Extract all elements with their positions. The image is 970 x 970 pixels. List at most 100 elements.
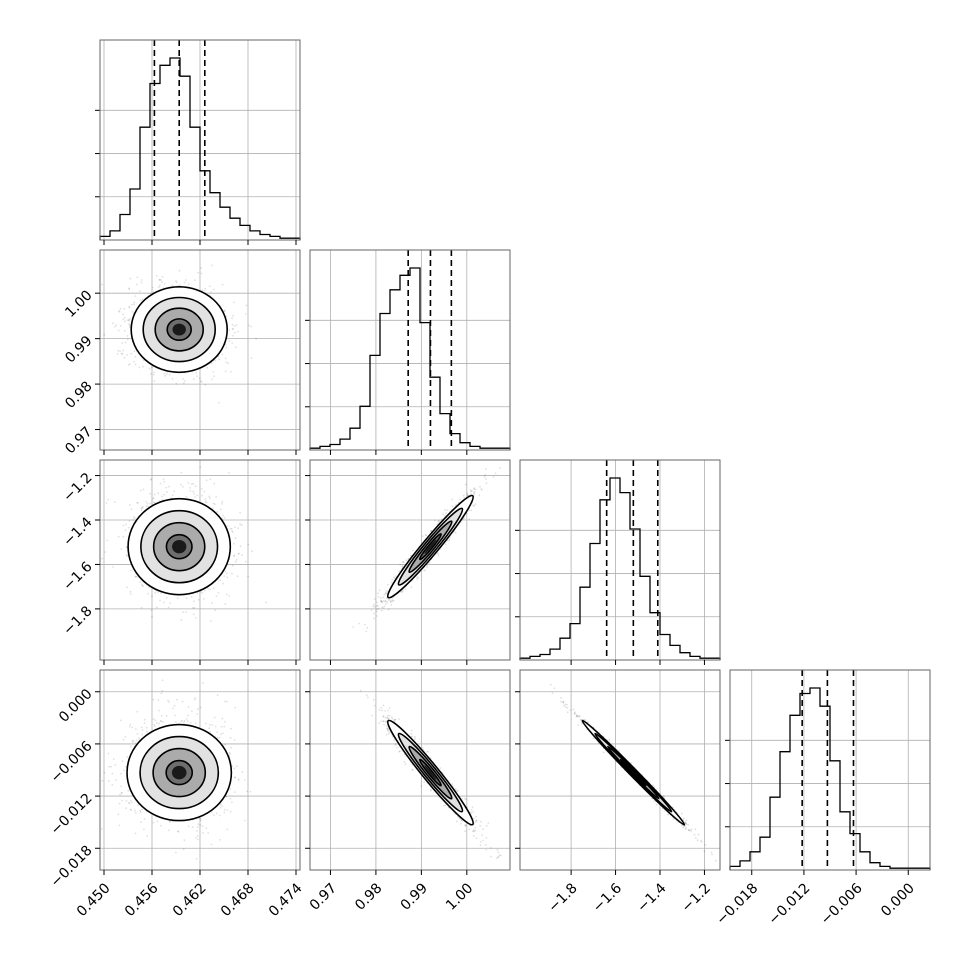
scatter-point: [375, 610, 378, 613]
scatter-point: [438, 519, 440, 522]
scatter-point: [443, 514, 446, 517]
histogram-panel-2: [515, 459, 721, 665]
scatter-point: [175, 851, 177, 854]
scatter-point: [250, 357, 253, 359]
scatter-point: [227, 362, 230, 365]
scatter-point: [168, 829, 170, 832]
scatter-point: [189, 489, 192, 492]
scatter-point: [140, 726, 143, 729]
scatter-point: [428, 561, 431, 564]
scatter-point: [383, 599, 385, 602]
scatter-point: [226, 700, 228, 703]
scatter-point: [195, 857, 198, 860]
scatter-point: [224, 720, 226, 723]
scatter-point: [494, 472, 497, 475]
scatter-point: [129, 593, 132, 595]
scatter-point: [124, 736, 127, 738]
scatter-point: [128, 319, 130, 322]
scatter-point: [166, 491, 168, 493]
scatter-point: [485, 482, 488, 485]
contour-0-1-2: [142, 296, 216, 363]
scatter-point: [161, 281, 163, 284]
scatter-point: [105, 502, 108, 504]
scatter-point: [212, 288, 215, 291]
scatter-point: [212, 502, 215, 505]
scatter-point: [229, 527, 232, 530]
scatter-point: [132, 519, 135, 521]
scatter-point: [202, 832, 204, 834]
scatter-point: [391, 599, 394, 602]
scatter-point: [229, 753, 232, 755]
scatter-point: [142, 365, 144, 368]
scatter-point: [203, 490, 206, 493]
scatter-point: [145, 726, 148, 729]
hist-1-frame: [309, 249, 511, 451]
scatter-point: [185, 611, 188, 613]
scatter-point: [103, 333, 106, 336]
scatter-point: [192, 482, 195, 485]
scatter-point: [384, 600, 387, 602]
scatter-point: [424, 534, 427, 536]
scatter-point: [142, 585, 144, 588]
scatter-point: [141, 506, 143, 509]
scatter-point: [199, 380, 202, 382]
scatter-point: [454, 531, 457, 534]
scatter-point: [203, 597, 205, 600]
scatter-point: [492, 476, 495, 478]
scatter-point: [224, 700, 226, 703]
scatter-point: [473, 491, 475, 494]
scatter-point: [112, 566, 114, 568]
scatter-point: [122, 524, 125, 527]
contour-0-2-0: [165, 533, 193, 560]
scatter-point: [239, 511, 242, 514]
density-core-1-2: [424, 539, 437, 554]
scatter-point: [383, 593, 386, 596]
scatter-point: [176, 597, 179, 600]
scatter-point: [223, 517, 226, 519]
scatter-point: [237, 778, 240, 780]
scatter-point: [474, 488, 477, 491]
scatter-point: [187, 706, 190, 708]
scatter-point: [485, 478, 487, 480]
scatter-point: [444, 508, 446, 511]
scatter-point: [221, 500, 224, 503]
scatter-point: [164, 375, 166, 377]
scatter-point: [225, 593, 228, 596]
scatter-point: [199, 819, 202, 822]
scatter-point: [204, 498, 207, 500]
scatter-point: [230, 527, 233, 530]
scatter-point: [376, 615, 378, 617]
scatter-point: [126, 338, 129, 341]
scatter-point: [145, 501, 147, 503]
scatter-point: [244, 560, 247, 563]
scatter-point: [231, 327, 234, 330]
scatter-point: [165, 486, 168, 489]
scatter-point: [385, 597, 388, 600]
scatter-point: [234, 706, 237, 709]
scatter-point: [129, 277, 132, 280]
scatter-point: [445, 512, 447, 514]
scatter-point: [130, 352, 133, 355]
scatter-point: [193, 378, 195, 381]
scatter-point: [163, 493, 166, 496]
scatter-point: [208, 497, 211, 499]
histogram-3: [729, 687, 931, 870]
scatter-point: [157, 591, 159, 594]
scatter-point: [224, 570, 227, 573]
scatter-point: [218, 736, 221, 739]
scatter-point: [228, 339, 231, 342]
scatter-point: [116, 352, 119, 355]
scatter-point: [473, 505, 475, 507]
scatter-point: [251, 550, 253, 553]
scatter-point: [137, 804, 139, 807]
scatter-point: [205, 501, 208, 504]
scatter-point: [126, 335, 129, 337]
scatter-point: [245, 304, 248, 307]
scatter-point: [142, 359, 145, 362]
scatter-point: [376, 601, 378, 604]
scatter-point: [352, 626, 355, 628]
scatter-point: [168, 373, 171, 376]
scatter-point: [244, 313, 247, 315]
scatter-point: [402, 561, 404, 563]
contour-1-2-2: [397, 507, 464, 586]
